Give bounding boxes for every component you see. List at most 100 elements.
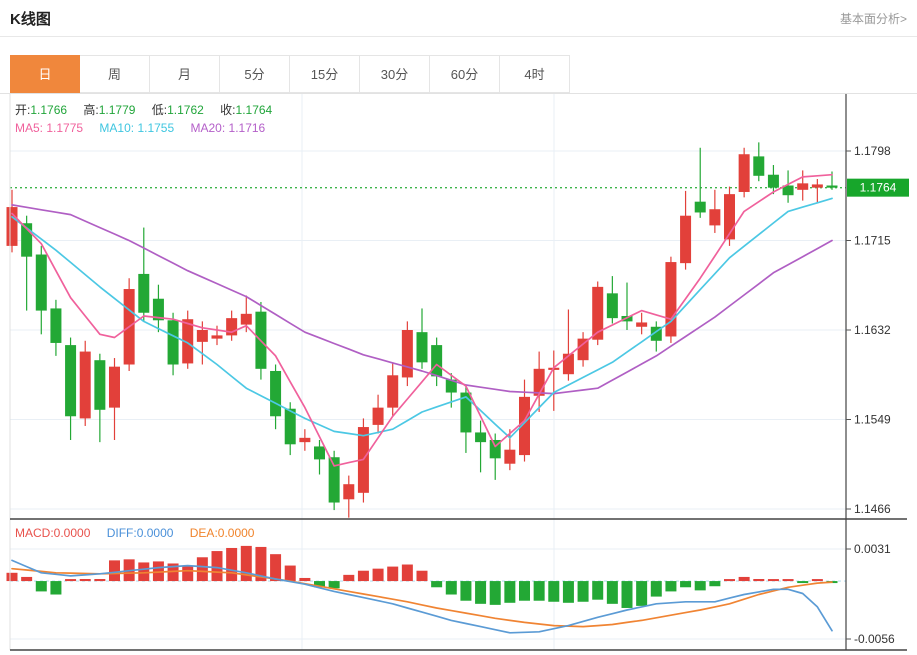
macd-bar-45 bbox=[665, 581, 677, 592]
candle-body-36 bbox=[533, 368, 545, 396]
ma-legend: MA5: 1.1775 MA10: 1.1755 MA20: 1.1716 bbox=[15, 120, 278, 136]
candle-body-45 bbox=[665, 262, 677, 337]
candle-body-40 bbox=[592, 286, 604, 340]
macd-bar-21 bbox=[314, 581, 325, 588]
candle-body-38 bbox=[562, 353, 574, 375]
macd-bar-42 bbox=[621, 581, 633, 608]
tab-15min[interactable]: 15分 bbox=[290, 55, 360, 93]
macd-bar-5 bbox=[79, 579, 91, 582]
macd-bar-38 bbox=[562, 581, 574, 603]
macd-bar-19 bbox=[284, 565, 296, 582]
ma10-label: MA10: bbox=[99, 121, 135, 135]
macd-tick-label-1: -0.0056 bbox=[854, 632, 895, 646]
macd-tick-label-0: 0.0031 bbox=[854, 542, 891, 556]
macd-bar-25 bbox=[372, 568, 384, 582]
candle-body-26 bbox=[387, 375, 399, 408]
candle-body-41 bbox=[606, 293, 618, 319]
candle-body-32 bbox=[475, 432, 487, 443]
candle-body-1 bbox=[21, 223, 33, 257]
candle-body-27 bbox=[401, 330, 413, 378]
price-tick-label-1: 1.1715 bbox=[854, 234, 891, 248]
macd-bar-3 bbox=[50, 581, 62, 595]
candle-body-35 bbox=[519, 396, 530, 456]
tab-60min[interactable]: 60分 bbox=[430, 55, 500, 93]
chart-area: 1.1798 1.1715 1.1632 1.1549 1.1466 0.0031 -0.0… bbox=[0, 94, 917, 654]
candle-body-50 bbox=[738, 154, 750, 192]
candle-body-23 bbox=[343, 484, 355, 500]
candle-body-43 bbox=[636, 322, 648, 327]
macd-bar-47 bbox=[694, 581, 706, 591]
macd-bar-13 bbox=[196, 557, 208, 582]
price-tick-label-4: 1.1466 bbox=[854, 502, 891, 516]
candle-body-11 bbox=[167, 320, 179, 365]
widget-header: K线图 基本面分析> bbox=[0, 0, 917, 37]
macd-bar-0 bbox=[6, 572, 18, 582]
macd-bar-22 bbox=[328, 581, 340, 589]
macd-bar-15 bbox=[226, 547, 238, 582]
tab-week[interactable]: 周 bbox=[80, 55, 150, 93]
ohlc-legend: 开:1.1766 高:1.1779 低:1.1762 收:1.1764 bbox=[15, 102, 285, 118]
dea-label: DEA: bbox=[189, 526, 218, 540]
macd-bar-52 bbox=[767, 579, 779, 582]
candle-body-52 bbox=[767, 174, 779, 188]
macd-bar-33 bbox=[489, 581, 501, 605]
macd-bar-34 bbox=[504, 581, 516, 603]
candle-body-16 bbox=[240, 313, 252, 325]
candle-body-28 bbox=[416, 332, 428, 363]
candle-body-49 bbox=[724, 194, 735, 240]
price-tick-label-3: 1.1549 bbox=[854, 413, 891, 427]
candle-body-34 bbox=[504, 449, 516, 464]
candle-body-2 bbox=[35, 254, 47, 311]
candle-body-7 bbox=[109, 366, 120, 408]
open-value: 1.1766 bbox=[30, 103, 68, 117]
price-tick-label-2: 1.1632 bbox=[854, 323, 891, 337]
macd-bar-35 bbox=[519, 581, 530, 601]
tab-5min[interactable]: 5分 bbox=[220, 55, 290, 93]
ma5-label: MA5: bbox=[15, 121, 44, 135]
diff-label: DIFF: bbox=[106, 526, 137, 540]
candle-body-19 bbox=[284, 408, 296, 445]
candle-body-4 bbox=[65, 345, 77, 417]
candle-body-54 bbox=[797, 183, 809, 190]
close-label: 收: bbox=[220, 103, 236, 117]
macd-bar-28 bbox=[416, 570, 428, 582]
candle-body-48 bbox=[709, 209, 721, 226]
ma10-line bbox=[11, 197, 833, 439]
diff-value: 0.0000 bbox=[136, 526, 174, 540]
candle-body-12 bbox=[182, 319, 194, 364]
macd-bar-50 bbox=[738, 576, 750, 582]
macd-bar-40 bbox=[592, 581, 604, 600]
macd-bar-6 bbox=[94, 579, 106, 582]
candle-body-10 bbox=[152, 298, 164, 321]
period-tabbar: 日周月 5分 15分 30分 60分 4时 bbox=[0, 55, 917, 94]
macd-bar-44 bbox=[650, 581, 662, 597]
kline-chart-svg[interactable]: 1.1798 1.1715 1.1632 1.1549 1.1466 0.0031 -0.0… bbox=[0, 94, 917, 654]
candle-body-13 bbox=[196, 330, 208, 342]
macd-bar-43 bbox=[636, 581, 648, 606]
macd-bar-46 bbox=[680, 581, 692, 588]
macd-bar-10 bbox=[152, 561, 164, 582]
candle-body-46 bbox=[680, 215, 692, 264]
macd-bar-30 bbox=[445, 581, 457, 595]
macd-bar-51 bbox=[753, 579, 765, 582]
macd-bar-48 bbox=[709, 581, 721, 587]
candle-body-0 bbox=[6, 207, 18, 246]
fundamental-analysis-link[interactable]: 基本面分析> bbox=[839, 11, 907, 26]
tab-month[interactable]: 月 bbox=[150, 55, 220, 93]
candle-body-3 bbox=[50, 308, 62, 343]
candle-body-39 bbox=[577, 338, 589, 361]
candle-body-29 bbox=[431, 345, 443, 377]
macd-bar-55 bbox=[811, 579, 823, 582]
macd-bar-37 bbox=[548, 581, 560, 602]
candle-body-55 bbox=[811, 184, 823, 188]
macd-bar-36 bbox=[533, 581, 545, 601]
tab-30min[interactable]: 30分 bbox=[360, 55, 430, 93]
current-price-tag bbox=[847, 178, 909, 197]
candle-body-44 bbox=[650, 326, 662, 341]
dea-line bbox=[11, 567, 833, 628]
macd-bar-39 bbox=[577, 581, 589, 602]
tab-4hour[interactable]: 4时 bbox=[500, 55, 570, 93]
low-value: 1.1762 bbox=[167, 103, 204, 117]
tab-day[interactable]: 日 bbox=[10, 55, 80, 93]
